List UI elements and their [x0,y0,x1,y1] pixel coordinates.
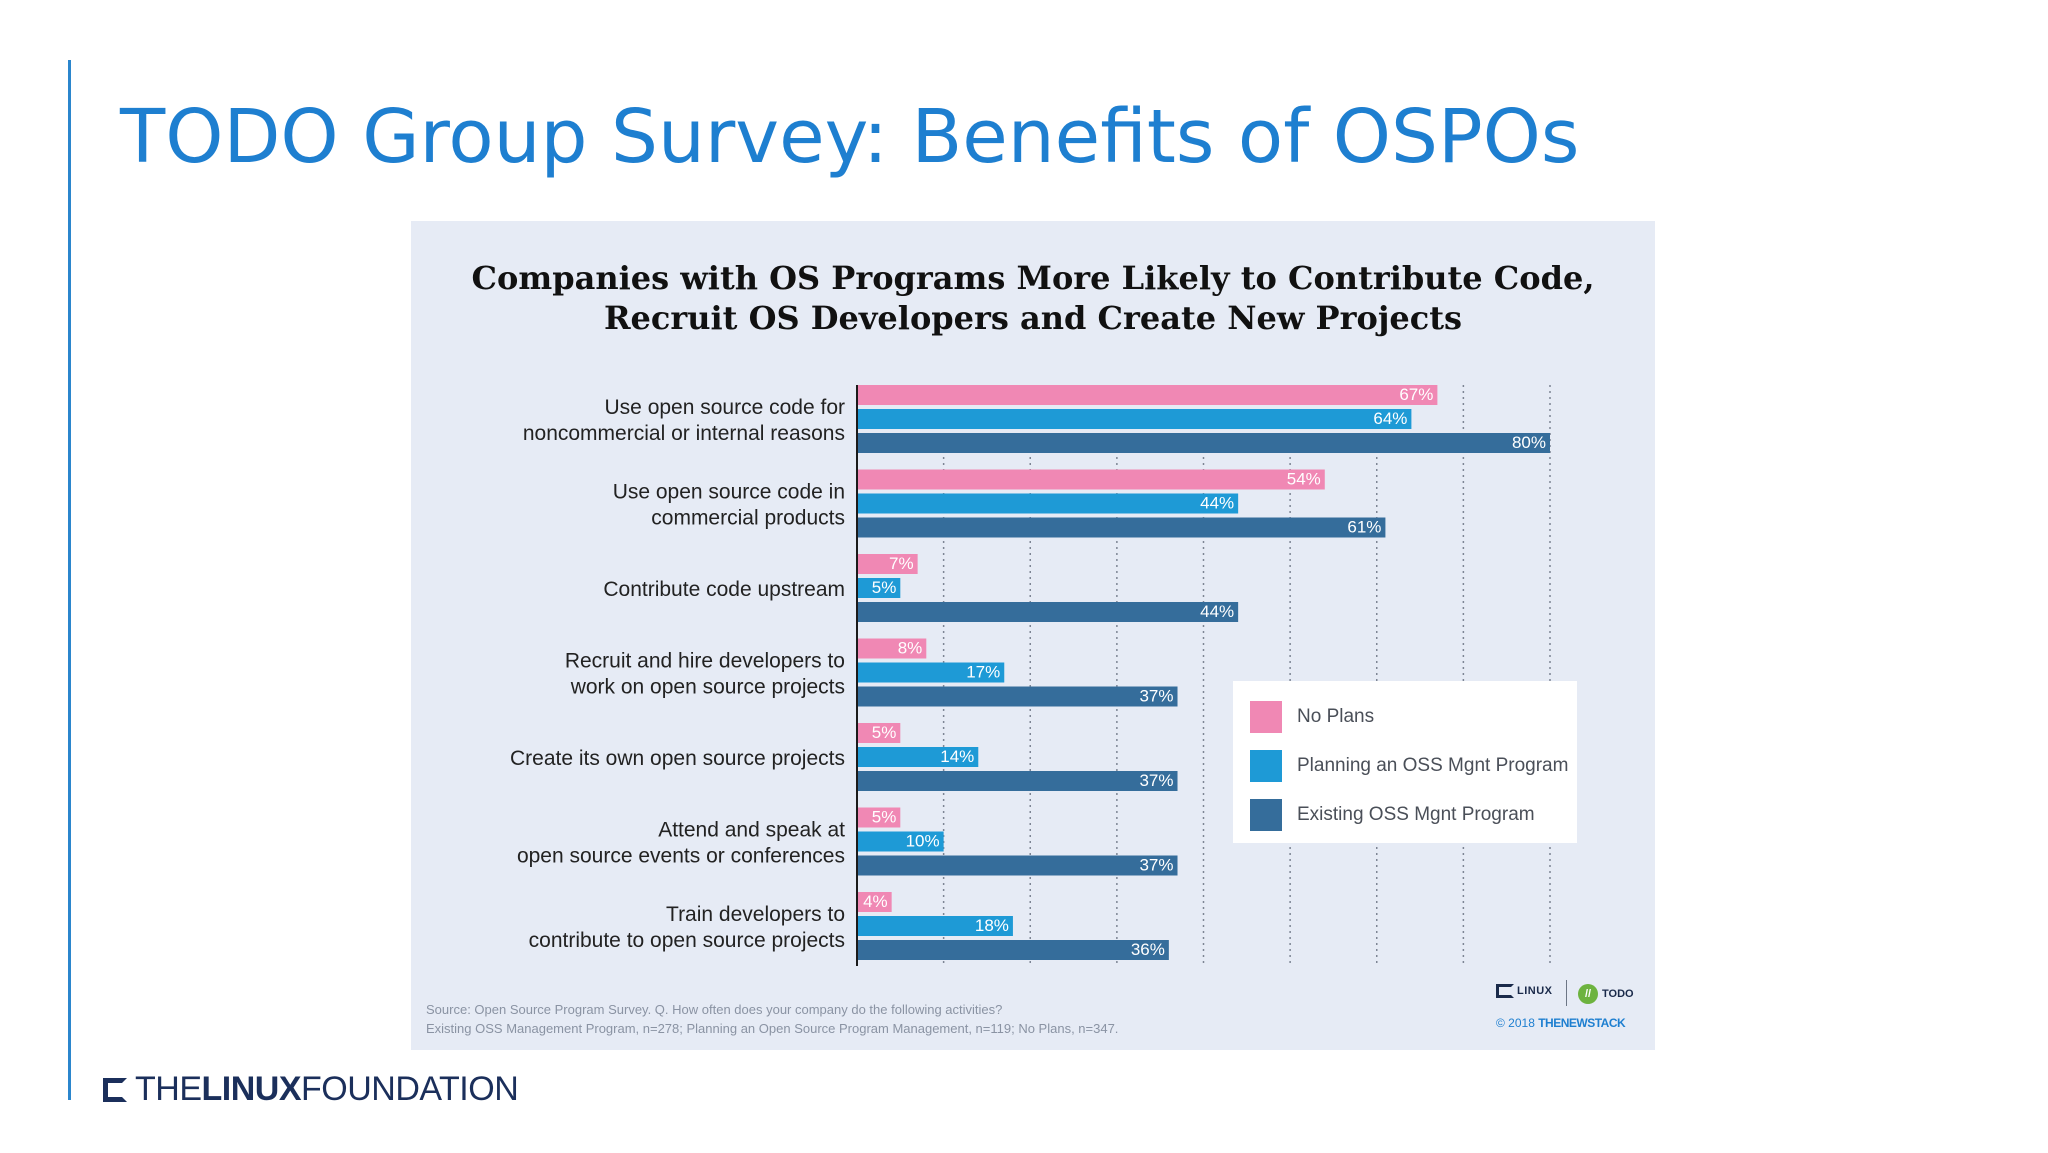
bar [857,807,901,828]
chart-title-line-2: Recruit OS Developers and Create New Pro… [603,299,1463,337]
copyright-year: © 2018 [1496,1016,1535,1030]
legend-label-no-plans: No Plans [1297,706,1375,727]
data-label: 37% [1139,687,1173,706]
legend-label-planning: Planning an OSS Mgnt Program [1297,755,1569,776]
bar [857,771,1178,791]
legend-item-existing: Existing OSS Mgnt Program [1250,799,1535,831]
chart-credit-logos: LINUX // TODO © 2018 THENEWSTACK [1496,980,1642,1040]
category-label: contribute to open source projects [529,929,845,952]
category-label: Attend and speak at [658,819,845,842]
slide-title: TODO Group Survey: Benefits of OSPOs [120,94,1580,180]
publisher-logo: THENEWSTACK [1538,1016,1626,1030]
bar [857,892,892,912]
category-label: noncommercial or internal reasons [523,422,845,445]
bar [857,723,901,743]
data-label: 67% [1399,385,1433,404]
bar [857,433,1550,453]
copyright-line: © 2018 THENEWSTACK [1496,1016,1626,1030]
data-label: 64% [1373,409,1407,428]
bar [857,855,1178,876]
wordmark-linux: LINUX [201,1070,302,1108]
bar [857,602,1239,622]
bar [857,686,1178,707]
chart-panel [411,221,1655,1050]
linux-foundation-logo: THELINUXFOUNDATION [103,1070,519,1109]
logo-separator [1566,980,1567,1006]
bar [857,493,1239,514]
wordmark-the: THE [135,1070,202,1108]
bar [857,831,944,852]
linux-foundation-mini-logo: LINUX [1496,984,1553,998]
category-label: Create its own open source projects [510,747,845,770]
bar [857,747,979,767]
bar [857,940,1169,960]
todo-logo-icon: // [1578,984,1598,1004]
linux-foundation-icon [103,1077,127,1102]
data-label: 7% [889,554,914,573]
category-label: Recruit and hire developers to [565,650,845,673]
bar [857,916,1013,936]
bar [857,409,1412,429]
data-label: 5% [872,578,897,597]
legend-item-no-plans: No Plans [1250,701,1374,733]
data-label: 37% [1139,856,1173,875]
data-label: 54% [1287,470,1321,489]
data-label: 80% [1512,433,1546,452]
bar [857,554,918,574]
wordmark-foundation: FOUNDATION [301,1070,519,1108]
category-label: open source events or conferences [517,845,845,868]
data-label: 8% [898,639,923,658]
legend-item-planning: Planning an OSS Mgnt Program [1250,750,1568,782]
bar [857,638,927,659]
bar [857,662,1005,683]
bar [857,385,1438,405]
bar [857,517,1386,538]
category-label: Use open source code in [613,481,845,504]
todo-logo-text: TODO [1602,988,1634,1000]
category-label: Contribute code upstream [603,578,845,601]
data-label: 4% [863,892,888,911]
data-label: 44% [1200,602,1234,621]
category-label: Train developers to [666,903,845,926]
bar [857,469,1325,490]
legend-swatch-existing [1250,799,1282,831]
linux-foundation-mini-text: LINUX [1517,985,1553,997]
linux-foundation-wordmark: THELINUXFOUNDATION [135,1070,519,1109]
linux-foundation-mini-icon [1496,984,1514,998]
data-label: 36% [1131,940,1165,959]
data-label: 61% [1347,518,1381,537]
category-label: Use open source code for [605,396,845,419]
data-label: 14% [940,747,974,766]
category-label: work on open source projects [570,676,845,699]
source-line-1: Source: Open Source Program Survey. Q. H… [426,1002,1003,1017]
chart-legend: No Plans Planning an OSS Mgnt Program Ex… [1233,681,1577,843]
data-label: 44% [1200,494,1234,513]
category-label: commercial products [651,507,845,530]
legend-swatch-planning [1250,750,1282,782]
data-label: 10% [906,832,940,851]
data-label: 5% [872,723,897,742]
data-label: 37% [1139,771,1173,790]
legend-swatch-no-plans [1250,701,1282,733]
source-line-2: Existing OSS Management Program, n=278; … [426,1021,1119,1036]
data-label: 5% [872,808,897,827]
bar [857,578,901,598]
chart-title-line-1: Companies with OS Programs More Likely t… [471,259,1595,297]
data-label: 18% [975,916,1009,935]
accent-line [68,60,71,1100]
data-label: 17% [966,663,1000,682]
chart-source-note: Source: Open Source Program Survey. Q. H… [426,1000,1118,1038]
legend-label-existing: Existing OSS Mgnt Program [1297,804,1535,825]
